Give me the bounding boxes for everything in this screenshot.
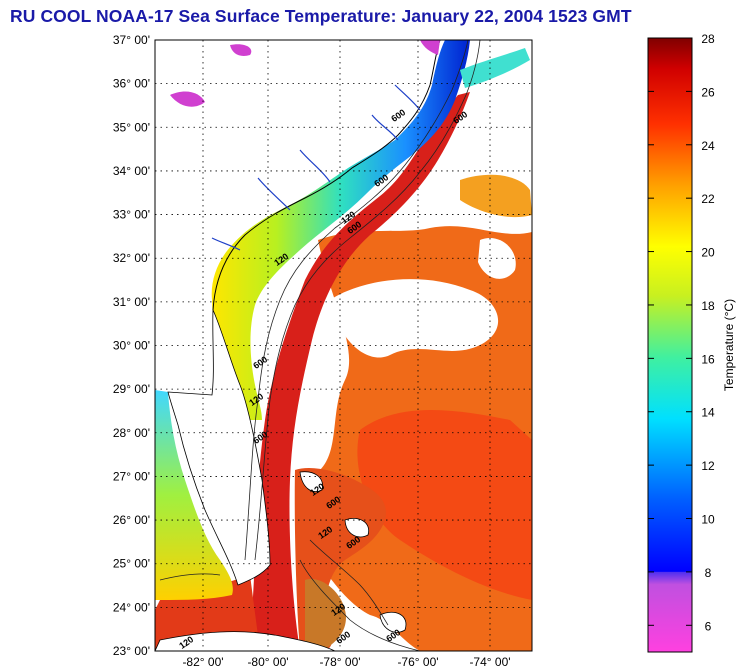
hot-core-region <box>357 410 532 600</box>
latitude-label: 29° 00' <box>113 382 150 396</box>
longitude-labels: -82° 00' -80° 00' -78° 00' -76° 00' -74° 00' <box>182 655 510 669</box>
cold-patches <box>170 40 440 107</box>
cuba-coast <box>154 631 336 652</box>
colorbar-tick-label: 16 <box>701 352 715 366</box>
latitude-label: 23° 00' <box>113 644 150 658</box>
latitude-label: 37° 00' <box>113 33 150 47</box>
longitude-label: -78° 00' <box>319 655 360 669</box>
colorbar-tick-label: 18 <box>701 299 715 313</box>
bathymetry-contours <box>159 39 481 652</box>
bahamas-island <box>344 518 370 538</box>
bahamas-island <box>299 471 323 492</box>
colorbar-tick-label: 8 <box>705 566 712 580</box>
longitude-label: -76° 00' <box>397 655 438 669</box>
continental-shelf-water <box>211 40 471 420</box>
colorbar-tick-label: 22 <box>701 192 715 206</box>
latitude-label: 32° 00' <box>113 251 150 265</box>
colorbar-tick-label: 28 <box>701 32 715 46</box>
latitude-label: 24° 00' <box>113 600 150 614</box>
longitude-label: -82° 00' <box>182 655 223 669</box>
colorbar-label: Temperature (°C) <box>722 299 736 391</box>
colorbar-tick-label: 12 <box>701 459 715 473</box>
colorbar-gradient <box>647 37 693 653</box>
latitude-label: 33° 00' <box>113 208 150 222</box>
us-coastline <box>212 39 441 311</box>
colorbar-ticks: 28 26 24 22 20 18 16 14 12 10 8 6 <box>648 32 715 633</box>
gulf-shelf-water <box>155 390 233 600</box>
latitude-labels: 37° 00' 36° 00' 35° 00' 34° 00' 33° 00' 32° 0… <box>113 33 150 658</box>
bahamas-banks <box>305 579 346 651</box>
orange-patch <box>460 174 532 218</box>
gulf-stream <box>250 92 470 651</box>
colorbar-tick-label: 14 <box>701 406 715 420</box>
cloud-gap <box>330 279 499 358</box>
colorbar-tick-label: 6 <box>705 619 712 633</box>
colorbar-tick-label: 24 <box>701 139 715 153</box>
latitude-label: 34° 00' <box>113 164 150 178</box>
shelf-plume <box>460 48 530 88</box>
colorbar-tick-label: 20 <box>701 246 715 260</box>
map-border <box>154 39 533 652</box>
latitude-label: 36° 00' <box>113 77 150 91</box>
longitude-label: -80° 00' <box>247 655 288 669</box>
graticule <box>155 40 532 651</box>
latitude-label: 27° 00' <box>113 469 150 483</box>
latitude-label: 25° 00' <box>113 557 150 571</box>
latitude-label: 30° 00' <box>113 339 150 353</box>
latitude-label: 26° 00' <box>113 513 150 527</box>
colorbar-tick-label: 10 <box>701 513 715 527</box>
latitude-label: 35° 00' <box>113 120 150 134</box>
colorbar-tick-label: 26 <box>701 85 715 99</box>
latitude-label: 31° 00' <box>113 295 150 309</box>
florida-land <box>167 309 271 586</box>
bahamas-island <box>379 611 407 633</box>
rivers <box>211 84 421 251</box>
latitude-label: 28° 00' <box>113 426 150 440</box>
map-title: RU COOL NOAA-17 Sea Surface Temperature:… <box>10 6 632 26</box>
longitude-label: -74° 00' <box>469 655 510 669</box>
